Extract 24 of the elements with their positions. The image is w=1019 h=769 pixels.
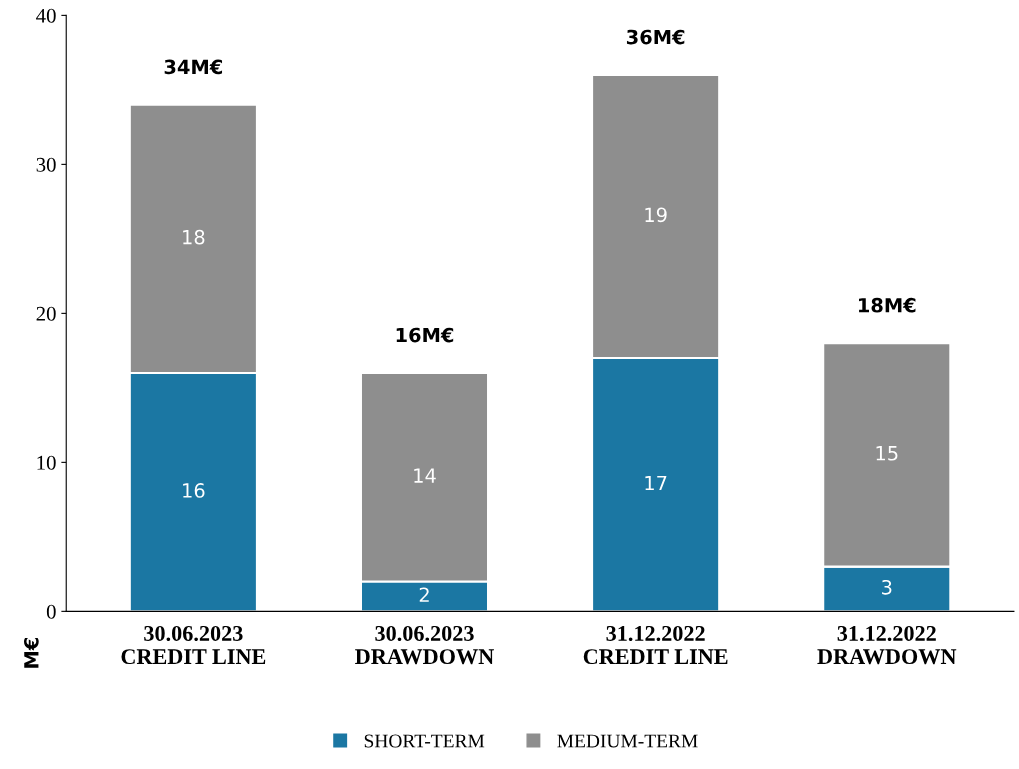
legend-label: MEDIUM-TERM [557, 734, 698, 748]
x-tick-label: 31.12.2022 DRAWDOWN [817, 625, 957, 665]
y-tick-label: 40 [36, 8, 56, 23]
data-label: 14 [414, 468, 436, 483]
y-tick-label: 10 [37, 455, 56, 470]
total-label: 36M€ [626, 29, 685, 45]
total-label: 34M€ [164, 59, 223, 75]
data-label: 19 [645, 207, 667, 223]
data-label: 2 [419, 587, 429, 602]
y-tick-label: 0 [46, 604, 56, 619]
legend-label: SHORT-TERM [364, 734, 485, 748]
y-tick-label: 20 [36, 306, 56, 321]
data-label: 17 [645, 475, 667, 491]
x-tick-label: 30.06.2023 CREDIT LINE [121, 625, 266, 665]
data-label: 15 [876, 446, 898, 461]
y-tick-label: 30 [36, 157, 56, 172]
data-label: 16 [183, 483, 205, 498]
data-label: 3 [882, 579, 892, 595]
total-label: 16M€ [396, 327, 454, 343]
y-axis-title: M€ [24, 637, 39, 668]
total-label: 18M€ [859, 297, 916, 313]
x-tick-label: 30.06.2023 DRAWDOWN [355, 625, 494, 665]
data-label: 18 [183, 229, 205, 245]
x-tick-label: 31.12.2022 CREDIT LINE [583, 625, 728, 665]
